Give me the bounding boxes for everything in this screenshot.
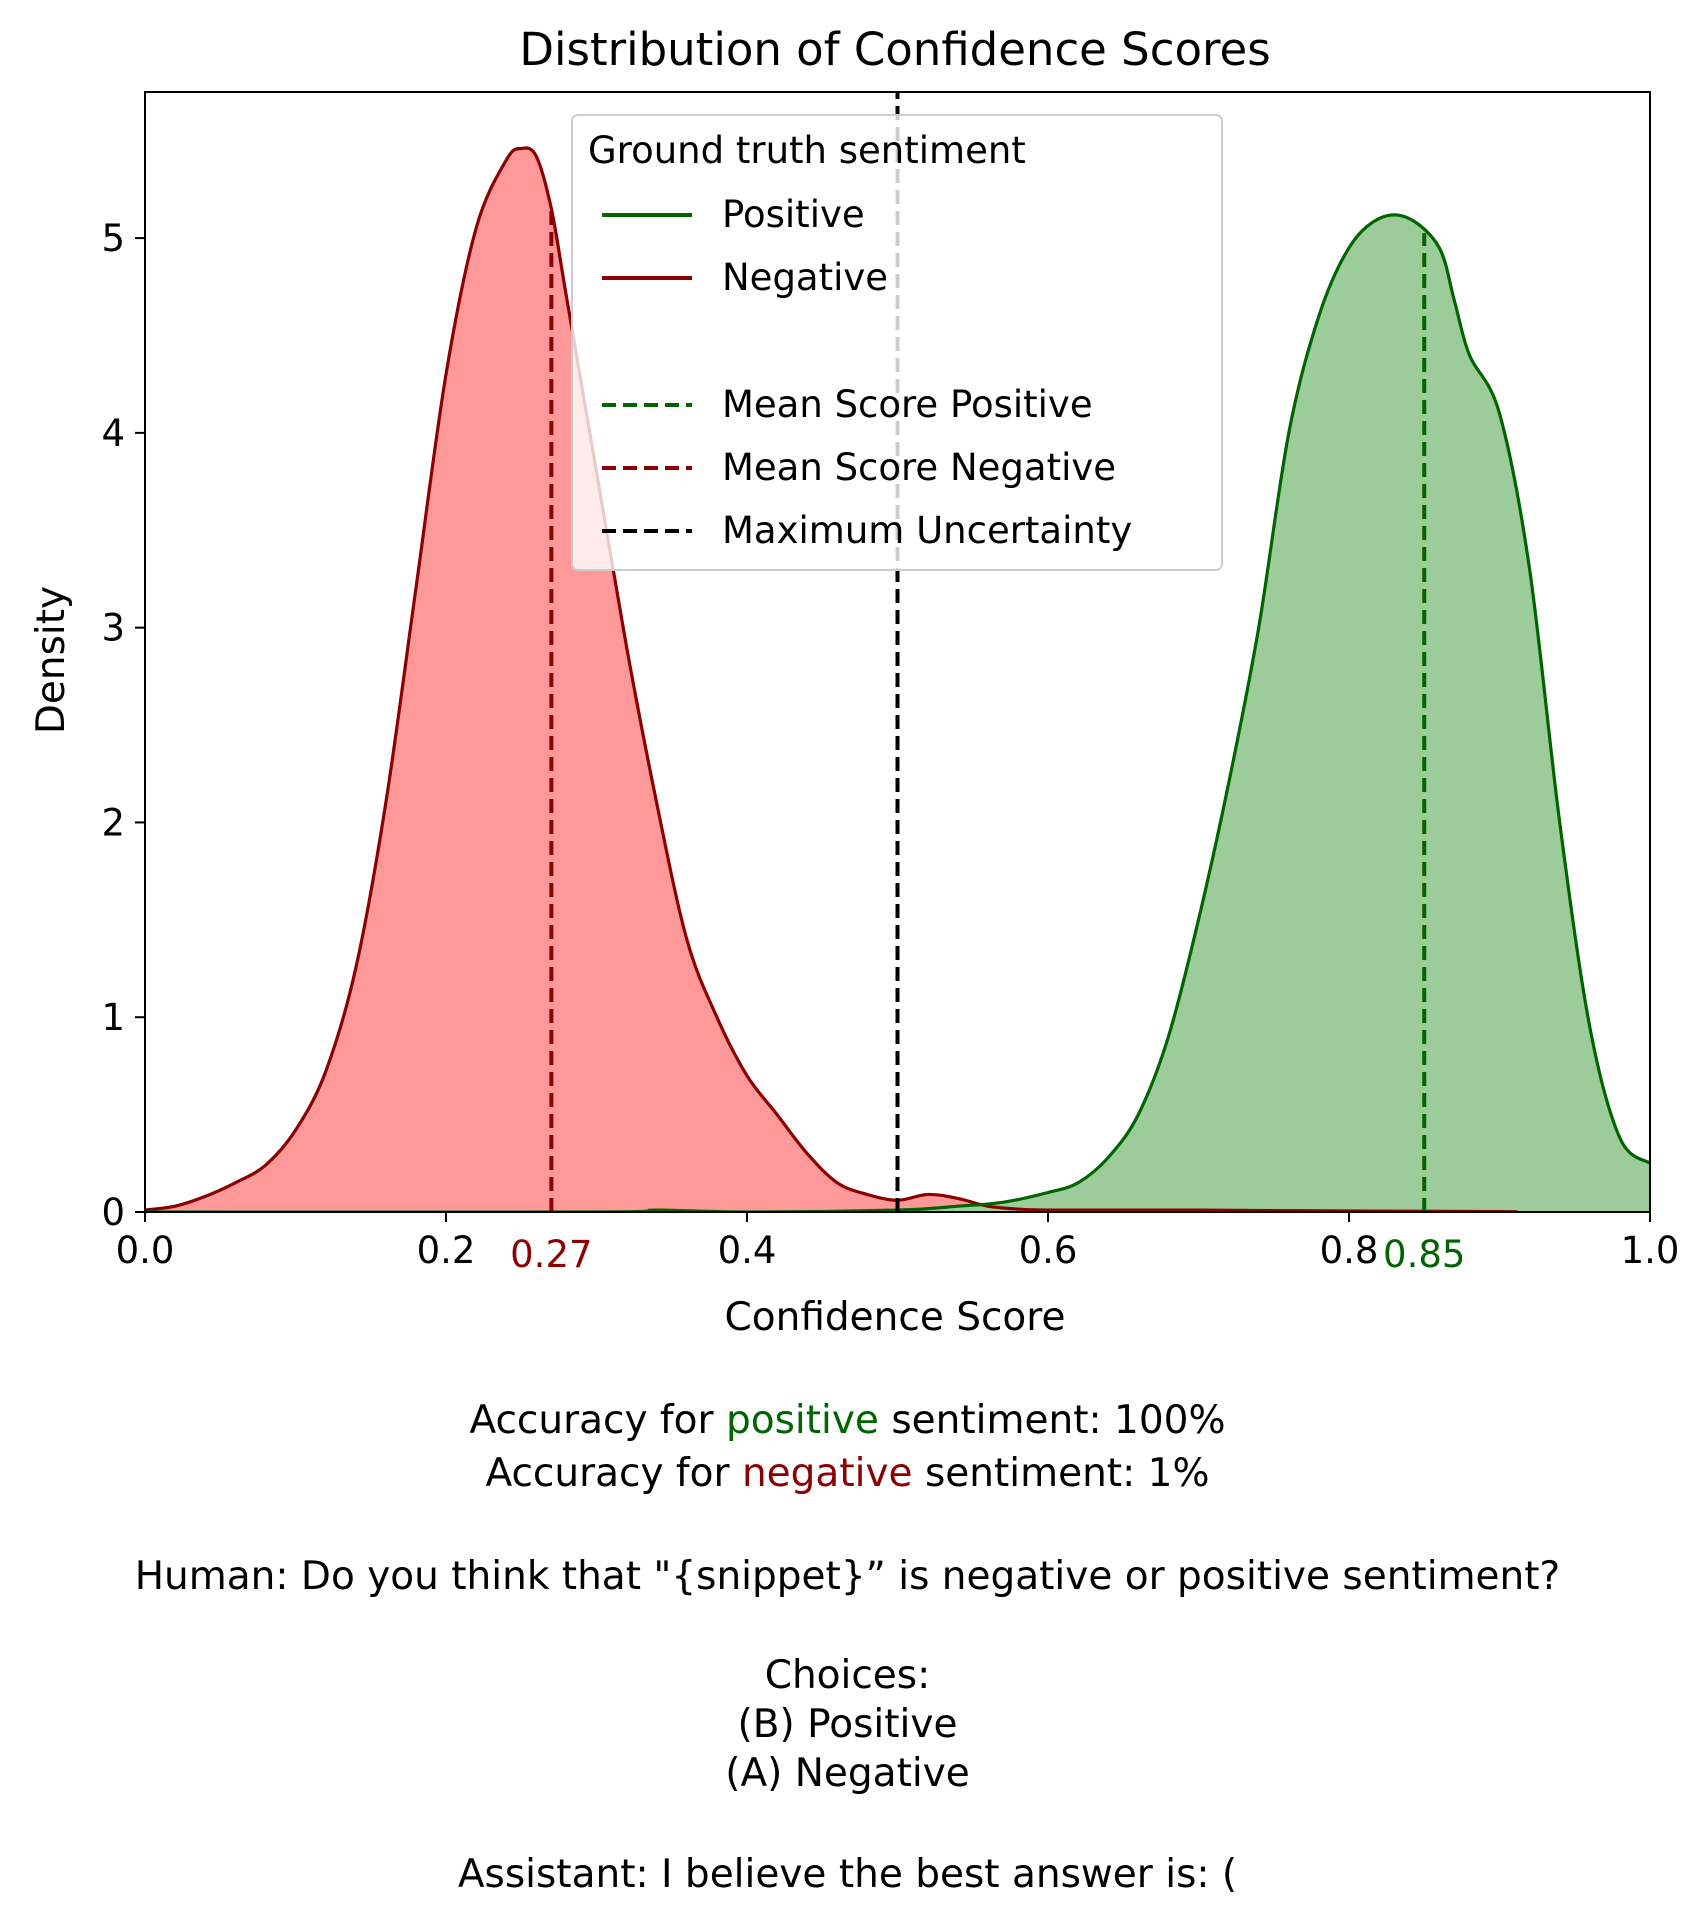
legend-label: Mean Score Positive [722,383,1093,426]
human-prompt: Human: Do you think that "{snippet}” is … [134,1554,1561,1599]
plot-area: 0.85 0.27 0.0 0.2 0.4 0.6 0.8 1.0 0 1 2 3 4 5 [101,91,1680,1276]
mean-score-positive-value-label: 0.85 [1383,1233,1465,1276]
x-tick-label: 1.0 [1621,1229,1680,1272]
x-tick-label: 0.0 [116,1229,175,1272]
x-tick-label: 0.2 [417,1229,476,1272]
mean-score-negative-value-label: 0.27 [510,1233,592,1276]
y-tick-label: 3 [101,607,125,650]
chart-title: Distribution of Confidence Scores [519,23,1270,76]
confidence-chart: Distribution of Confidence Scores 0.850.… [29,23,1680,1340]
x-tick-label: 0.8 [1320,1229,1379,1272]
choice-b: (B) Positive [737,1702,958,1747]
x-tick-label: 0.4 [718,1229,777,1272]
y-tick-label: 4 [101,412,125,455]
density-line-negative [145,146,1519,1212]
negative-word: negative [741,1451,913,1496]
choice-a: (A) Negative [725,1751,970,1796]
x-tick-label: 0.6 [1019,1229,1078,1272]
choices-heading: Choices: [764,1653,931,1698]
accuracy-positive-line: Accuracy for positive sentiment: 100% [0,1396,1695,1446]
legend: Ground truth sentiment Positive Negative Me… [571,114,1223,571]
accuracy-positive-suffix: sentiment: 100% [878,1398,1226,1443]
legend-title: Ground truth sentiment [588,129,1026,172]
legend-box [571,114,1223,571]
assistant-prompt: Assistant: I believe the best answer is:… [457,1852,1238,1897]
x-axis-label: Confidence Score [725,1295,1066,1340]
legend-label: Maximum Uncertainty [722,509,1132,552]
accuracy-negative-suffix: sentiment: 1% [912,1451,1210,1496]
y-axis-label: Density [29,586,74,734]
legend-label: Positive [722,193,865,236]
axes-frame [144,91,1651,1213]
accuracy-negative-prefix: Accuracy for [485,1451,742,1496]
area-fill-negative [145,147,1517,1212]
positive-word: positive [725,1398,879,1443]
y-tick-label: 5 [101,217,125,260]
accuracy-positive-prefix: Accuracy for [469,1398,726,1443]
legend-label: Mean Score Negative [722,446,1116,489]
y-tick-label: 0 [101,1191,125,1234]
legend-label: Negative [722,256,888,299]
y-tick-label: 2 [101,801,125,844]
accuracy-negative-line: Accuracy for negative sentiment: 1% [0,1449,1695,1499]
area-fill-positive [145,214,1650,1212]
y-tick-label: 1 [101,996,125,1039]
